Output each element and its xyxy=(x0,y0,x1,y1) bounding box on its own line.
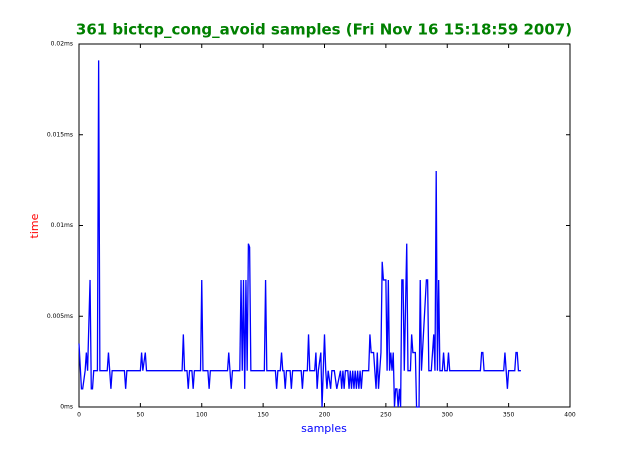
y-tick-label: 0.015ms xyxy=(47,131,73,138)
x-tick-label: 300 xyxy=(442,412,454,419)
x-tick-label: 100 xyxy=(196,412,208,419)
x-axis-label: samples xyxy=(301,422,347,435)
y-axis-label: time xyxy=(28,213,41,238)
x-tick-label: 50 xyxy=(137,412,145,419)
chart-title: 361 bictcp_cong_avoid samples (Fri Nov 1… xyxy=(76,21,572,39)
x-tick-label: 400 xyxy=(564,412,576,419)
x-tick-label: 150 xyxy=(257,412,269,419)
x-tick-label: 250 xyxy=(380,412,392,419)
x-tick-label: 0 xyxy=(77,412,81,419)
y-tick-label: 0.01ms xyxy=(51,222,73,229)
y-tick-label: 0.005ms xyxy=(47,313,73,320)
y-tick-label: 0.02ms xyxy=(51,41,73,48)
x-tick-label: 200 xyxy=(319,412,331,419)
data-line xyxy=(78,60,521,408)
x-tick-label: 350 xyxy=(503,412,515,419)
y-tick-label: 0ms xyxy=(60,404,73,411)
